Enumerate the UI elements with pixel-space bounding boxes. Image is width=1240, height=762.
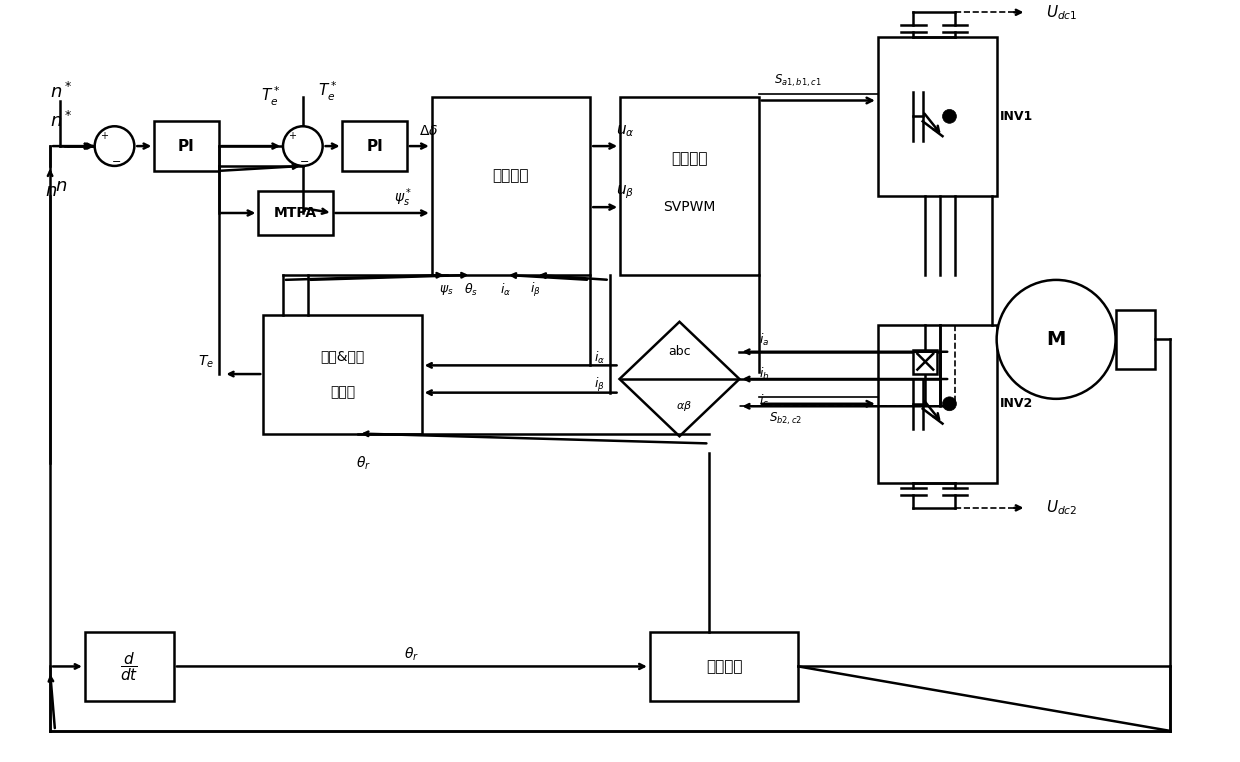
Text: $i_c$: $i_c$: [759, 393, 769, 409]
Bar: [84, 632, 174, 701]
Text: $n$: $n$: [45, 181, 57, 200]
Text: $\Delta\delta$: $\Delta\delta$: [419, 124, 439, 138]
Text: −: −: [112, 157, 122, 167]
Text: $U_{dc2}$: $U_{dc2}$: [1047, 498, 1078, 517]
Text: PI: PI: [366, 139, 383, 154]
Text: SVPWM: SVPWM: [663, 200, 715, 214]
Text: $n^*$: $n^*$: [50, 82, 73, 101]
Bar: [650, 632, 799, 701]
Text: MTPA: MTPA: [274, 206, 317, 220]
Text: 估算器: 估算器: [330, 385, 355, 399]
Text: $\theta_r$: $\theta_r$: [356, 455, 371, 472]
Text: $i_\beta$: $i_\beta$: [594, 376, 605, 394]
Bar: [258, 190, 332, 235]
Circle shape: [283, 126, 322, 166]
Text: $n$: $n$: [55, 177, 67, 195]
Text: $\dfrac{d}{dt}$: $\dfrac{d}{dt}$: [120, 650, 139, 683]
Text: $i_\alpha$: $i_\alpha$: [501, 282, 512, 298]
Text: $u_\beta$: $u_\beta$: [616, 184, 634, 201]
Polygon shape: [620, 322, 739, 437]
Text: $i_\alpha$: $i_\alpha$: [594, 350, 605, 366]
Bar: [1116, 309, 1156, 369]
Text: $\psi_s^*$: $\psi_s^*$: [393, 187, 412, 210]
Bar: [432, 97, 590, 275]
Circle shape: [997, 280, 1116, 399]
Text: PI: PI: [179, 139, 195, 154]
Text: 位置检测: 位置检测: [706, 659, 743, 674]
Bar: [878, 325, 997, 483]
Text: $U_{dc1}$: $U_{dc1}$: [1047, 3, 1078, 21]
Text: +: +: [99, 131, 108, 141]
Text: $i_\beta$: $i_\beta$: [531, 281, 541, 299]
Bar: [914, 350, 937, 373]
Bar: [878, 37, 997, 196]
Text: $S_{a1,b1,c1}$: $S_{a1,b1,c1}$: [774, 72, 821, 89]
Text: 双逆变器: 双逆变器: [671, 152, 708, 166]
Text: $S_{b2,c2}$: $S_{b2,c2}$: [769, 411, 802, 427]
Circle shape: [942, 110, 956, 123]
Text: $\theta_r$: $\theta_r$: [404, 646, 419, 663]
Text: M: M: [1047, 330, 1066, 349]
Text: −: −: [300, 157, 310, 167]
Text: $\psi_s$: $\psi_s$: [439, 283, 454, 297]
Circle shape: [942, 397, 956, 411]
Bar: [154, 121, 218, 171]
Text: INV1: INV1: [999, 110, 1033, 123]
Bar: [620, 97, 759, 275]
Bar: [263, 315, 422, 434]
Text: $T_e^*$: $T_e^*$: [260, 85, 280, 108]
Text: $u_\alpha$: $u_\alpha$: [616, 123, 634, 139]
Text: $\alpha\beta$: $\alpha\beta$: [676, 399, 692, 413]
Text: 推力&磁链: 推力&磁链: [320, 349, 365, 363]
Text: $i_a$: $i_a$: [759, 331, 770, 348]
Text: $T_e^*$: $T_e^*$: [317, 80, 337, 103]
Text: abc: abc: [668, 345, 691, 358]
Text: $n^*$: $n^*$: [50, 111, 73, 131]
Text: +: +: [288, 131, 296, 141]
Text: $\theta_s$: $\theta_s$: [464, 282, 479, 298]
Text: $i_b$: $i_b$: [759, 366, 770, 382]
Text: INV2: INV2: [999, 397, 1033, 410]
Circle shape: [94, 126, 134, 166]
Text: 矢量预测: 矢量预测: [492, 168, 529, 184]
Text: $T_e$: $T_e$: [197, 354, 213, 370]
Bar: [342, 121, 407, 171]
